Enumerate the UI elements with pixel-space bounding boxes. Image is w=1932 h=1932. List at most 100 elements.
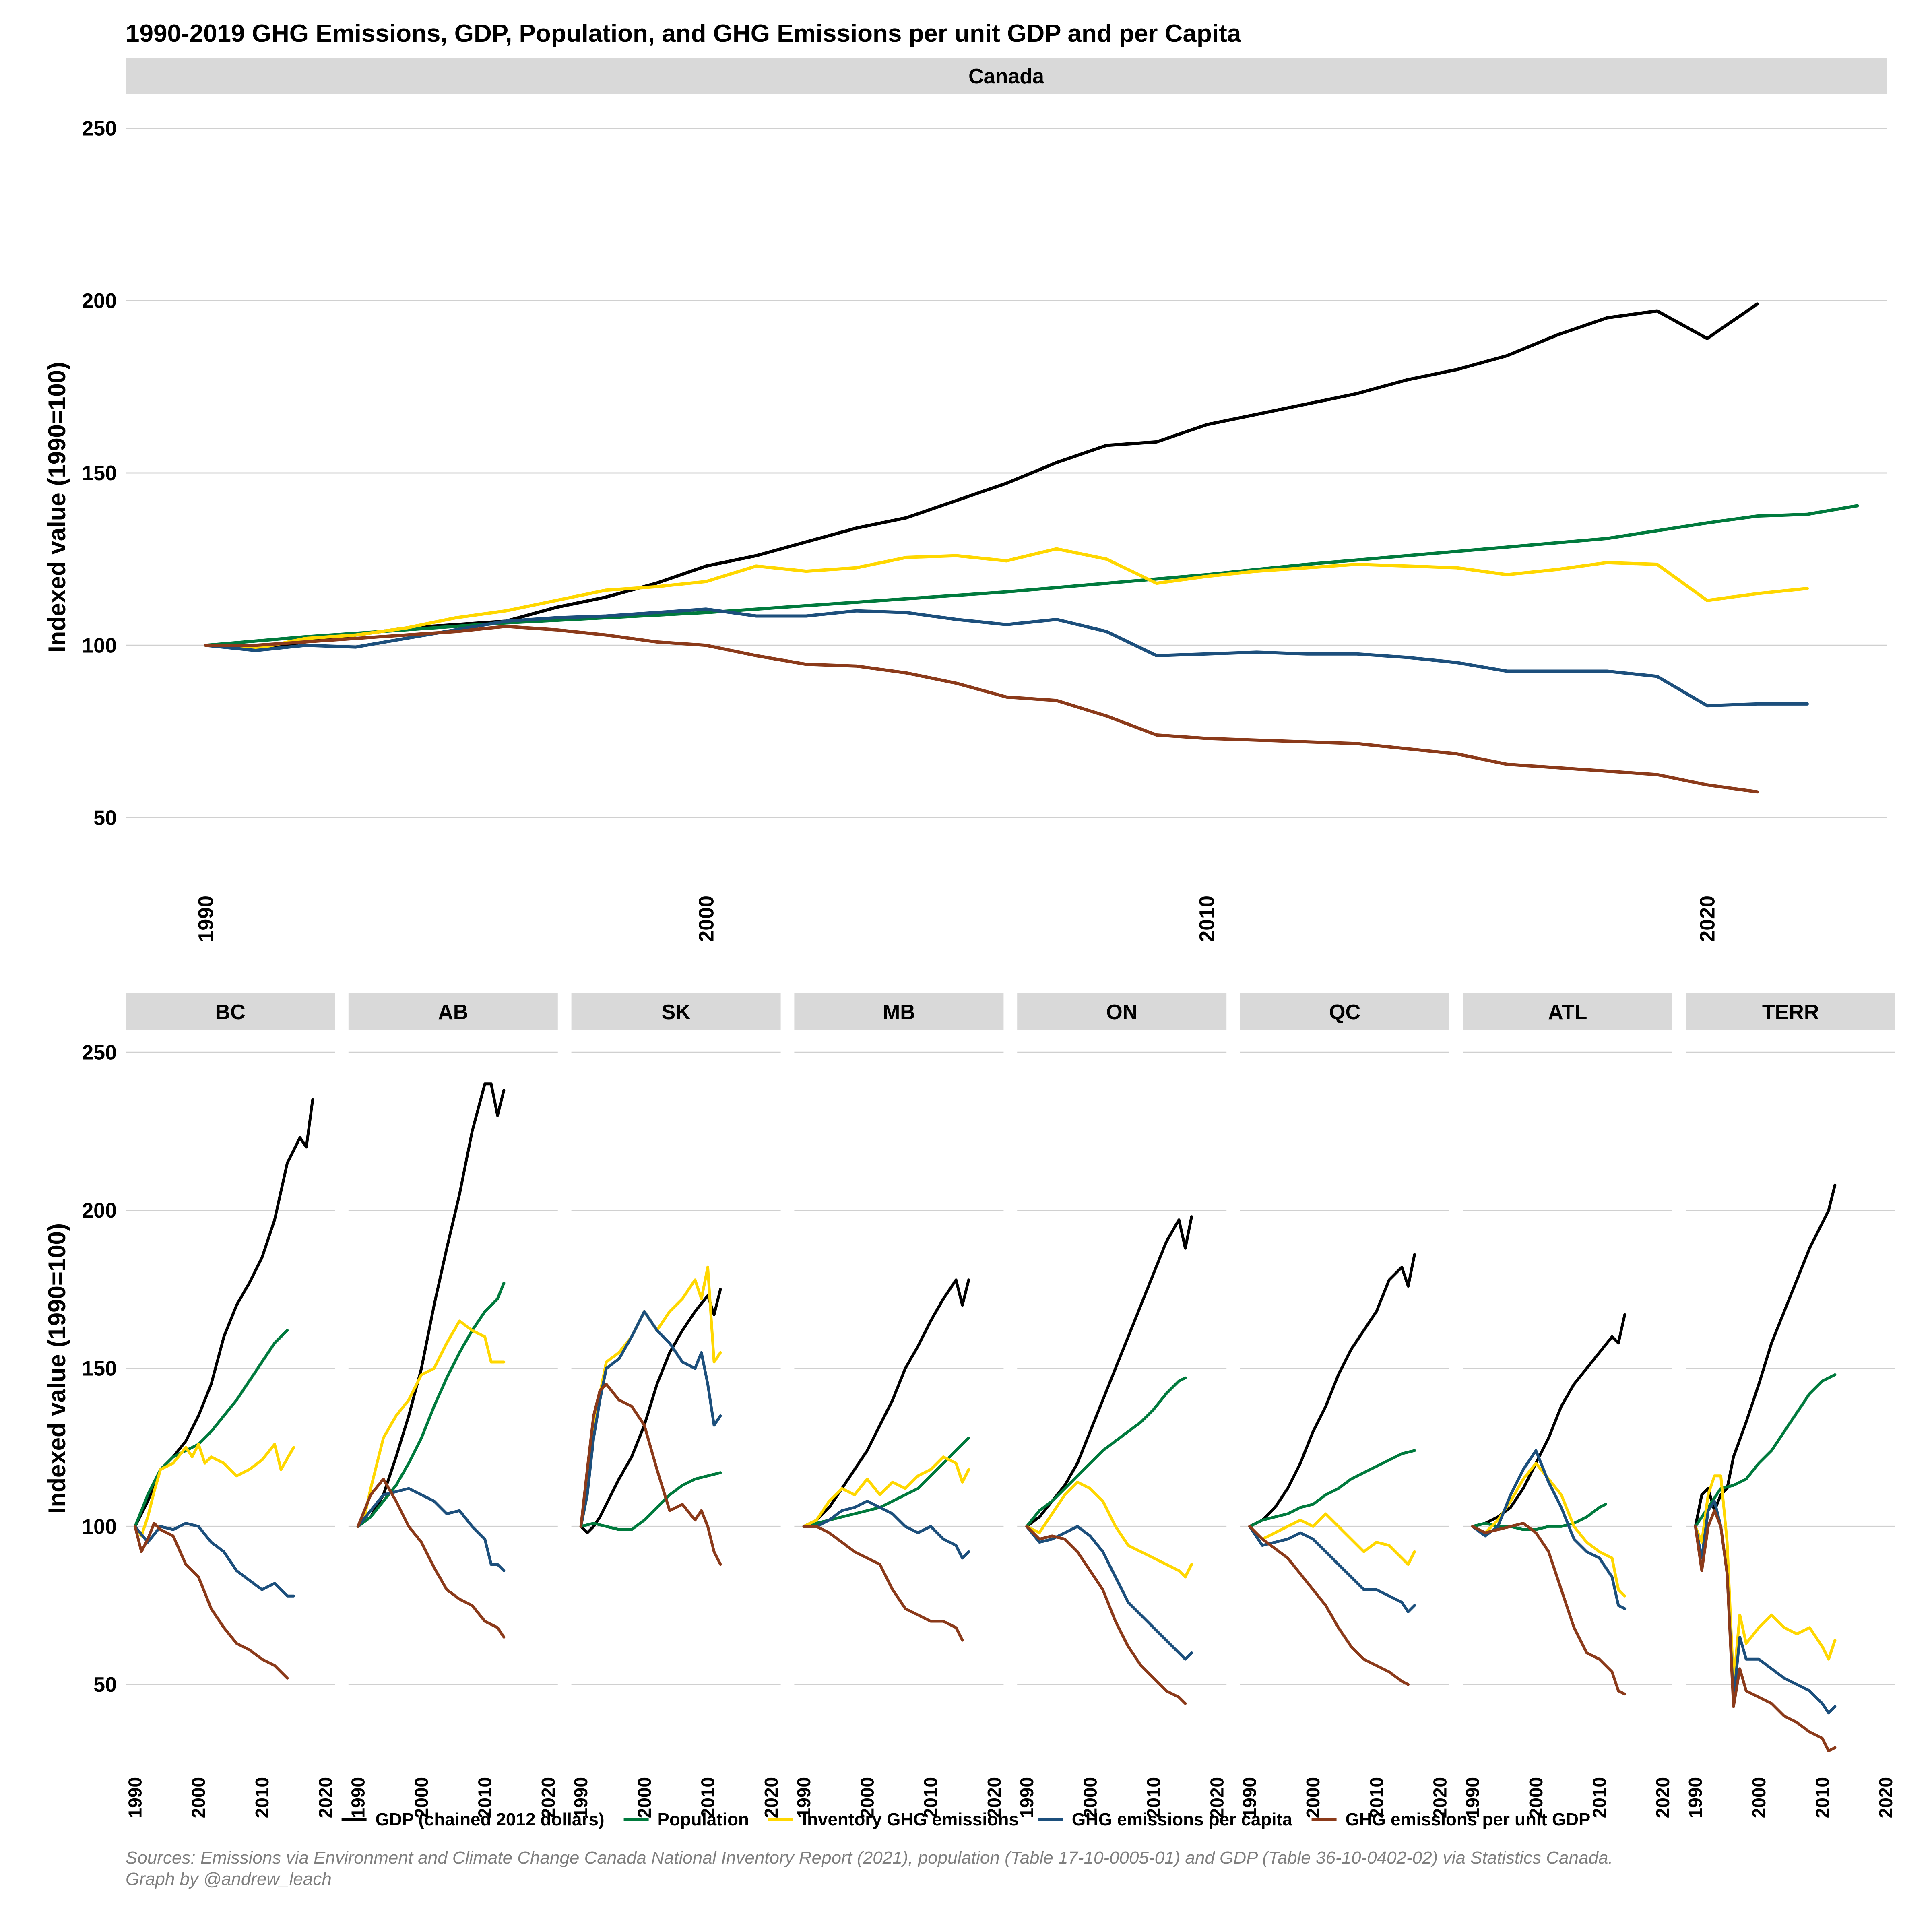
facet-line-atl-gdp: [1471, 1313, 1627, 1528]
facet-line-on-int: [1025, 1525, 1187, 1705]
y-axis-label-bottom: Indexed value (1990=100): [43, 1223, 70, 1514]
facet-x-tick-label: 2020: [538, 1777, 559, 1818]
facet-on: ON 1990 2000 2010 2020: [1016, 993, 1228, 1818]
facet-x-tick-label: 2010: [1366, 1777, 1387, 1818]
facet-x-tick-label: 2010: [1589, 1777, 1610, 1818]
strip-label-sk: SK: [661, 1001, 691, 1024]
facet-x-tick-label: 2020: [315, 1777, 336, 1818]
legend-item-int: GHG emissions per unit GDP: [1311, 1810, 1591, 1829]
facet-line-sk-pc: [579, 1310, 722, 1528]
facet-qc: QC 1990 2000 2010 2020: [1239, 993, 1450, 1818]
facet-x-tick-label: 1990: [1016, 1777, 1037, 1818]
y-axis-label-top: Indexed value (1990=100): [43, 362, 70, 652]
facet-line-mb-ghg: [802, 1455, 970, 1528]
facet-x-tick-label: 2020: [761, 1777, 782, 1818]
top-y-tick-label: 250: [82, 117, 117, 140]
top-line-pop: [204, 504, 1859, 647]
strip-atl: [1463, 993, 1672, 1030]
legend-label-pc: GHG emissions per capita: [1072, 1810, 1292, 1829]
facet-x-tick-label: 1990: [1239, 1777, 1260, 1818]
facet-line-bc-pop: [134, 1329, 289, 1528]
top-y-tick-label: 150: [82, 462, 117, 485]
legend-label-ghg: Inventory GHG emissions: [802, 1810, 1019, 1829]
facet-x-tick-label: 2000: [411, 1777, 432, 1818]
facet-line-atl-pc: [1471, 1449, 1627, 1610]
facet-y-tick-label: 250: [82, 1041, 117, 1064]
facet-line-mb-int: [802, 1525, 964, 1642]
top-x-tick-label: 2000: [695, 896, 718, 942]
facet-line-qc-pop: [1248, 1449, 1416, 1528]
strip-terr: [1686, 993, 1895, 1030]
facet-line-sk-pop: [579, 1471, 722, 1531]
facet-line-on-pop: [1025, 1376, 1187, 1528]
facet-x-tick-label: 2010: [475, 1777, 495, 1818]
facet-y-tick-label: 200: [82, 1199, 117, 1222]
facet-x-tick-label: 1990: [1462, 1777, 1483, 1818]
top-line-gdp: [204, 302, 1759, 650]
strip-label-qc: QC: [1329, 1001, 1360, 1024]
facet-x-tick-label: 2020: [1429, 1777, 1450, 1818]
strip-label-canada: Canada: [968, 65, 1044, 88]
strip-label-ab: AB: [438, 1001, 468, 1024]
top-x-tick-label: 2010: [1195, 896, 1219, 942]
legend-item-ghg: Inventory GHG emissions: [768, 1810, 1019, 1829]
facet-x-tick-label: 2000: [1525, 1777, 1546, 1818]
caption-sources: Sources: Emissions via Environment and C…: [126, 1848, 1613, 1868]
facet-x-tick-label: 1990: [570, 1777, 591, 1818]
facet-x-tick-label: 2000: [188, 1777, 209, 1818]
top-x-tick-label: 2020: [1696, 896, 1719, 942]
facet-x-tick-label: 2010: [1812, 1777, 1833, 1818]
top-y-ticks: 50 100 150 200 250: [82, 117, 117, 830]
facet-line-mb-pc: [802, 1500, 970, 1560]
facet-x-tick-label: 2010: [920, 1777, 941, 1818]
facet-x-tick-label: 2000: [1748, 1777, 1769, 1818]
facet-x-tick-label: 1990: [793, 1777, 814, 1818]
strip-bc: [126, 993, 335, 1030]
facet-line-terr-pc: [1694, 1500, 1837, 1715]
facet-line-bc-ghg: [134, 1443, 295, 1538]
facet-x-tick-label: 1990: [1685, 1777, 1706, 1818]
facet-line-mb-pop: [802, 1437, 970, 1528]
top-line-pc: [204, 607, 1809, 708]
facet-line-ab-pc: [356, 1487, 506, 1572]
facet-line-on-pc: [1025, 1525, 1193, 1661]
legend: GDP (chained 2012 dollars) Population Inve…: [341, 1810, 1591, 1829]
facet-atl: ATL 1990 2000 2010 2020: [1462, 993, 1673, 1818]
facet-line-terr-pop: [1694, 1373, 1837, 1528]
strip-label-on: ON: [1106, 1001, 1137, 1024]
legend-item-pc: GHG emissions per capita: [1038, 1810, 1292, 1829]
facet-x-tick-label: 2020: [1652, 1777, 1673, 1818]
facet-line-bc-int: [134, 1522, 289, 1680]
strip-label-atl: ATL: [1548, 1001, 1587, 1024]
strip-on: [1017, 993, 1227, 1030]
facet-x-tick-label: 2020: [1875, 1777, 1896, 1818]
facet-line-atl-pop: [1471, 1503, 1607, 1531]
facet-line-mb-gdp: [802, 1278, 970, 1528]
legend-item-pop: Population: [623, 1810, 749, 1829]
top-gridlines: [126, 128, 1887, 819]
legend-label-pop: Population: [658, 1810, 749, 1829]
facet-y-tick-label: 50: [93, 1673, 117, 1697]
facet-bc: BC 50 100 150 200 250 1990 2000 2010 2020: [82, 993, 336, 1818]
facet-mb: MB 1990 2000 2010 2020: [793, 993, 1005, 1818]
facet-line-sk-int: [579, 1383, 722, 1566]
facet-x-tick-label: 2010: [697, 1777, 718, 1818]
facet-x-tick-label: 2000: [857, 1777, 878, 1818]
top-x-tick-label: 1990: [194, 896, 218, 942]
facet-line-bc-pc: [134, 1522, 295, 1598]
facet-x-tick-label: 1990: [347, 1777, 368, 1818]
facet-line-on-gdp: [1025, 1215, 1193, 1528]
facet-line-ab-gdp: [356, 1082, 506, 1528]
facet-line-atl-int: [1471, 1522, 1627, 1696]
facet-line-ab-ghg: [356, 1319, 506, 1528]
facet-line-sk-gdp: [579, 1288, 722, 1534]
top-line-ghg: [204, 547, 1809, 650]
top-y-tick-label: 50: [93, 807, 117, 830]
legend-label-int: GHG emissions per unit GDP: [1346, 1810, 1591, 1829]
top-line-int: [204, 625, 1759, 794]
facet-line-terr-int: [1694, 1509, 1837, 1752]
top-y-tick-label: 200: [82, 289, 117, 313]
facet-x-tick-label: 2020: [984, 1777, 1005, 1818]
strip-label-terr: TERR: [1762, 1001, 1819, 1024]
facet-x-tick-label: 2010: [252, 1777, 272, 1818]
